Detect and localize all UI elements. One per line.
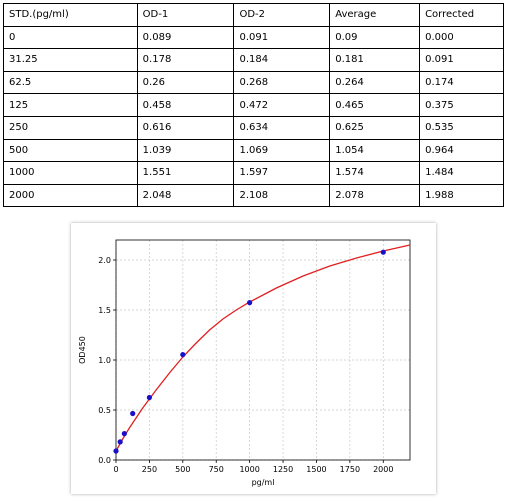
table-cell: 1.069 xyxy=(233,138,331,163)
y-tick-label: 0.0 xyxy=(98,456,111,465)
table-cell: 2.108 xyxy=(233,183,331,208)
plot-area-frame xyxy=(115,239,411,461)
table-cell: 0.091 xyxy=(233,25,331,50)
table-cell: 2.048 xyxy=(136,183,235,208)
y-tick-label: 0.5 xyxy=(98,406,111,415)
table-cell: 1.551 xyxy=(136,161,235,185)
table-row: 2000 2.048 2.108 2.078 1.988 xyxy=(3,183,504,208)
table-cell: 0.625 xyxy=(329,115,421,140)
table-cell: 31.25 xyxy=(3,48,138,72)
header-od2: OD-2 xyxy=(233,3,331,27)
standard-curve-panel: 0 250 500 750 1000 1250 1500 1750 2000 0.0 0.5 1.0 1… xyxy=(71,223,436,494)
table-cell: 0.634 xyxy=(233,115,331,140)
table-cell: 1.039 xyxy=(136,138,235,163)
standard-curve-chart: 0 250 500 750 1000 1250 1500 1750 2000 0.0 0.5 1.0 1… xyxy=(78,239,411,487)
table-cell: 0.26 xyxy=(136,70,235,95)
x-tick-label: 750 xyxy=(209,465,224,474)
x-tick-label: 1000 xyxy=(239,465,259,474)
x-tick-label: 0 xyxy=(113,465,118,474)
y-tick-label: 1.5 xyxy=(98,306,111,315)
table-cell: 0.181 xyxy=(329,48,421,72)
x-axis-label: pg/ml xyxy=(252,478,275,487)
table-row: 250 0.616 0.634 0.625 0.535 xyxy=(3,115,504,140)
table-cell: 1.054 xyxy=(329,138,421,163)
table-cell: 0 xyxy=(3,25,138,50)
table-cell: 250 xyxy=(3,115,138,140)
table-header-row: STD.(pg/ml) OD-1 OD-2 Average Corrected xyxy=(3,3,504,27)
table-cell: 0.465 xyxy=(329,93,421,117)
table-cell: 0.089 xyxy=(136,25,235,50)
table-cell: 0.964 xyxy=(419,138,504,163)
table-cell: 125 xyxy=(3,93,138,117)
table-cell: 1.597 xyxy=(233,161,331,185)
table-row: 0 0.089 0.091 0.09 0.000 xyxy=(3,25,504,50)
table-cell: 2.078 xyxy=(329,183,421,208)
table-cell: 0.000 xyxy=(419,25,504,50)
table-cell: 1.574 xyxy=(329,161,421,185)
table-cell: 0.375 xyxy=(419,93,504,117)
table-cell: 1.484 xyxy=(419,161,504,185)
y-axis-label: OD450 xyxy=(78,336,87,364)
x-tick-label: 250 xyxy=(142,465,157,474)
data-point xyxy=(130,410,136,417)
table-cell: 0.178 xyxy=(136,48,235,72)
table-row: 62.5 0.26 0.268 0.264 0.174 xyxy=(3,70,504,95)
x-tick-label: 1750 xyxy=(340,465,360,474)
y-tick-label: 1.0 xyxy=(98,356,111,365)
table-cell: 0.268 xyxy=(233,70,331,95)
data-point xyxy=(117,439,123,445)
table-cell: 0.09 xyxy=(329,25,421,50)
header-od1: OD-1 xyxy=(136,3,235,27)
x-tick-label: 1250 xyxy=(273,465,293,474)
x-tick-label: 1500 xyxy=(306,465,326,474)
table-cell: 1000 xyxy=(3,161,138,185)
table-cell: 0.616 xyxy=(136,115,235,140)
x-tick-label: 2000 xyxy=(373,465,393,474)
table-cell: 62.5 xyxy=(3,70,138,95)
standard-table: STD.(pg/ml) OD-1 OD-2 Average Corrected … xyxy=(3,3,504,208)
table-cell: 0.472 xyxy=(233,93,331,117)
y-tick-label: 2.0 xyxy=(98,256,111,265)
table-cell: 1.988 xyxy=(419,183,504,208)
table-cell: 0.091 xyxy=(419,48,504,72)
header-average: Average xyxy=(329,3,421,27)
table-row: 500 1.039 1.069 1.054 0.964 xyxy=(3,138,504,163)
table-cell: 0.535 xyxy=(419,115,504,140)
table-row: 125 0.458 0.472 0.465 0.375 xyxy=(3,93,504,117)
x-tick-label: 500 xyxy=(175,465,190,474)
data-point xyxy=(121,431,127,437)
data-point xyxy=(180,352,186,358)
table-cell: 0.184 xyxy=(233,48,331,72)
fit-curve xyxy=(115,244,411,452)
table-cell: 0.458 xyxy=(136,93,235,117)
table-cell: 500 xyxy=(3,138,138,163)
table-cell: 0.174 xyxy=(419,70,504,95)
data-point xyxy=(247,300,253,306)
table-cell: 2000 xyxy=(3,183,138,208)
header-corrected: Corrected xyxy=(419,3,504,27)
data-point xyxy=(380,249,386,255)
table-row: 31.25 0.178 0.184 0.181 0.091 xyxy=(3,48,504,72)
header-std: STD.(pg/ml) xyxy=(3,3,138,27)
data-point xyxy=(113,448,119,454)
data-point xyxy=(146,394,153,401)
table-cell: 0.264 xyxy=(329,70,421,95)
table-row: 1000 1.551 1.597 1.574 1.484 xyxy=(3,161,504,185)
